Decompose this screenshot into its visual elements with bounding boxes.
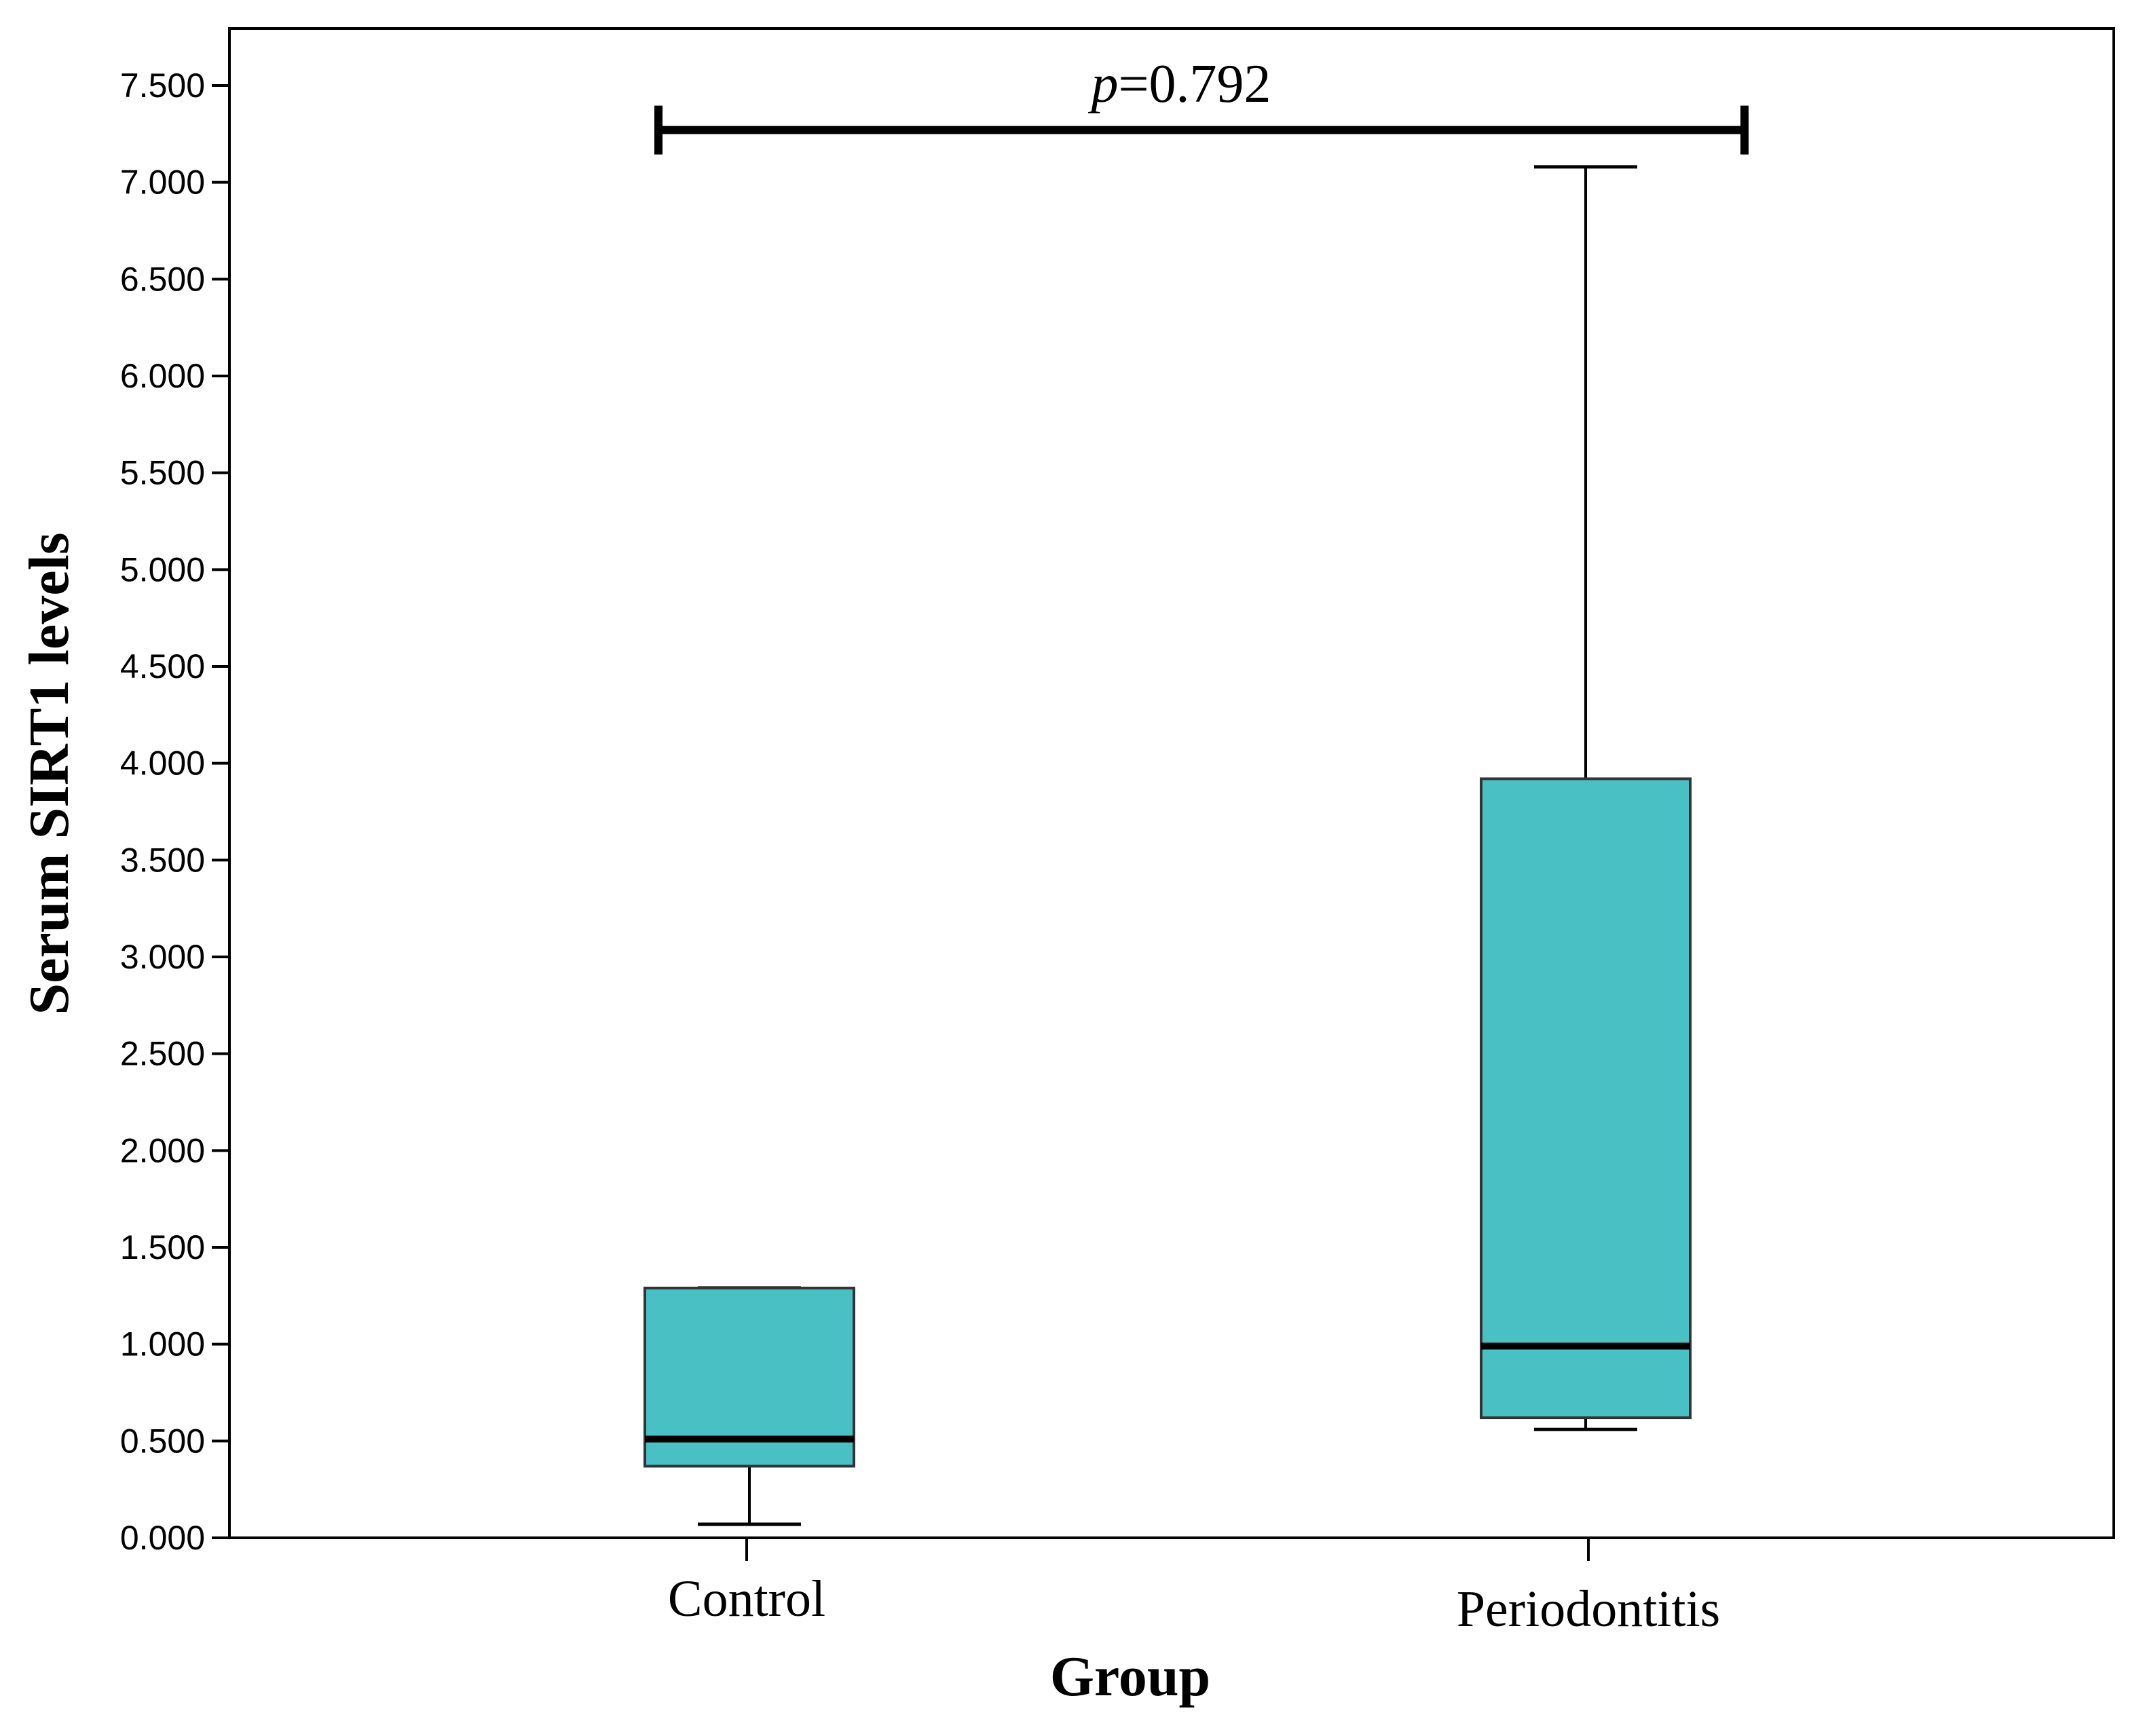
plot-frame [228,27,2115,1539]
y-tick-label: 3.500 [120,841,205,879]
y-tick-label: 2.500 [120,1035,205,1073]
iqr-box [1480,777,1692,1420]
y-tick-label: 6.000 [120,357,205,395]
y-tick-label: 5.000 [120,550,205,588]
box-control [644,1286,855,1526]
y-tick-label: 4.000 [120,744,205,782]
y-tick-label: 3.000 [120,938,205,976]
p-symbol: p [1087,54,1118,114]
p-value-label: p=0.792 [1087,54,1271,114]
y-tick-label: 6.500 [120,260,205,298]
y-tick-label: 5.500 [120,454,205,492]
y-axis-title: Serum SIRT1 levels [18,532,81,1015]
y-tick-label: 2.000 [120,1131,205,1169]
x-axis: Control Periodontitis [668,1538,1720,1638]
significance-bracket: p=0.792 [654,54,1749,155]
x-axis-title: Group [1050,1645,1211,1708]
boxes [644,165,1692,1526]
y-tick-label: 7.500 [120,67,205,105]
y-tick-label: 0.000 [120,1519,205,1557]
y-tick-label: 4.500 [120,647,205,685]
x-tick-label: Control [668,1570,825,1627]
y-axis: 0.000 0.500 1.000 1.500 2.000 2.500 3.000 3.500… [120,67,229,1557]
p-value: =0.792 [1118,54,1271,114]
y-tick-label: 1.500 [120,1228,205,1266]
y-tick-label: 0.500 [120,1422,205,1460]
y-tick-label: 1.000 [120,1325,205,1363]
box-periodontitis [1480,165,1692,1431]
x-tick-label: Periodontitis [1457,1581,1720,1638]
y-tick-label: 7.000 [120,164,205,202]
